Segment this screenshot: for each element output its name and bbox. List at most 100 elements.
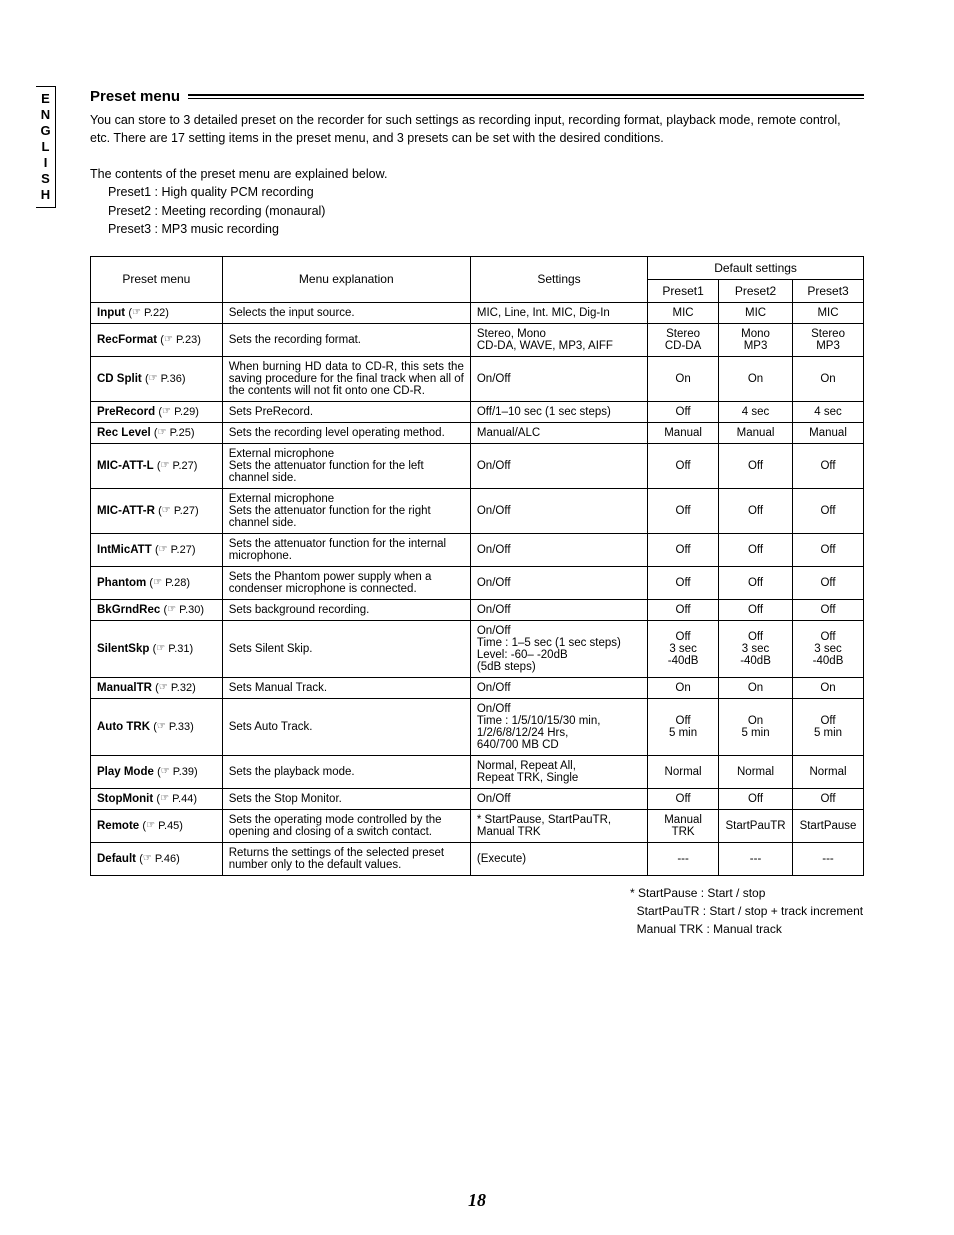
preset3-desc: Preset3 : MP3 music recording — [90, 220, 864, 238]
footnotes: * StartPause : Start / stop StartPauTR :… — [90, 884, 864, 938]
cell-settings: Off/1–10 sec (1 sec steps) — [470, 401, 647, 422]
th-preset1: Preset1 — [648, 279, 719, 302]
cell-preset3: Off — [793, 488, 864, 533]
cell-preset2: Off — [719, 443, 793, 488]
cell-preset1: Off — [648, 788, 719, 809]
cell-preset1: --- — [648, 842, 719, 875]
cell-menu: MIC-ATT-R (☞ P.27) — [91, 488, 223, 533]
cell-explanation: When burning HD data to CD-R, this sets … — [222, 356, 470, 401]
cell-preset3: Off — [793, 788, 864, 809]
preset1-desc: Preset1 : High quality PCM recording — [90, 183, 864, 201]
table-row: PreRecord (☞ P.29)Sets PreRecord.Off/1–1… — [91, 401, 864, 422]
cell-preset2: Manual — [719, 422, 793, 443]
cell-explanation: Sets the attenuator function for the int… — [222, 533, 470, 566]
cell-preset2: 4 sec — [719, 401, 793, 422]
th-preset3: Preset3 — [793, 279, 864, 302]
cell-preset1: Off — [648, 443, 719, 488]
cell-menu: Input (☞ P.22) — [91, 302, 223, 323]
cell-menu: Remote (☞ P.45) — [91, 809, 223, 842]
cell-preset2: Off — [719, 533, 793, 566]
cell-settings: On/OffTime : 1/5/10/15/30 min,1/2/6/8/12… — [470, 698, 647, 755]
cell-preset1: Off — [648, 401, 719, 422]
cell-settings: (Execute) — [470, 842, 647, 875]
cell-preset3: On — [793, 356, 864, 401]
cell-preset1: Off — [648, 566, 719, 599]
cell-preset3: Manual — [793, 422, 864, 443]
cell-preset3: Normal — [793, 755, 864, 788]
cell-settings: Stereo, MonoCD-DA, WAVE, MP3, AIFF — [470, 323, 647, 356]
footnote-line: StartPauTR : Start / stop + track increm… — [630, 902, 864, 920]
cell-preset2: On — [719, 356, 793, 401]
preset-table: Preset menu Menu explanation Settings De… — [90, 256, 864, 876]
cell-preset2: MonoMP3 — [719, 323, 793, 356]
cell-menu: Auto TRK (☞ P.33) — [91, 698, 223, 755]
cell-preset3: StereoMP3 — [793, 323, 864, 356]
cell-explanation: Selects the input source. — [222, 302, 470, 323]
cell-settings: On/Off — [470, 488, 647, 533]
cell-preset2: On5 min — [719, 698, 793, 755]
cell-settings: * StartPause, StartPauTR,Manual TRK — [470, 809, 647, 842]
cell-preset2: Off3 sec-40dB — [719, 620, 793, 677]
cell-preset2: Off — [719, 599, 793, 620]
cell-preset2: Off — [719, 788, 793, 809]
table-row: StopMonit (☞ P.44)Sets the Stop Monitor.… — [91, 788, 864, 809]
cell-preset3: Off — [793, 443, 864, 488]
table-row: MIC-ATT-L (☞ P.27)External microphoneSet… — [91, 443, 864, 488]
intro-paragraph: You can store to 3 detailed preset on th… — [90, 111, 864, 147]
cell-preset2: Normal — [719, 755, 793, 788]
cell-settings: Normal, Repeat All,Repeat TRK, Single — [470, 755, 647, 788]
cell-explanation: Sets Silent Skip. — [222, 620, 470, 677]
cell-settings: On/Off — [470, 788, 647, 809]
page-number: 18 — [0, 1190, 954, 1211]
table-row: SilentSkp (☞ P.31)Sets Silent Skip.On/Of… — [91, 620, 864, 677]
cell-explanation: Sets the Phantom power supply when a con… — [222, 566, 470, 599]
cell-preset2: On — [719, 677, 793, 698]
section-title: Preset menu — [90, 88, 180, 105]
cell-preset3: Off3 sec-40dB — [793, 620, 864, 677]
cell-explanation: Sets the playback mode. — [222, 755, 470, 788]
cell-menu: SilentSkp (☞ P.31) — [91, 620, 223, 677]
table-row: Remote (☞ P.45)Sets the operating mode c… — [91, 809, 864, 842]
cell-preset3: Off5 min — [793, 698, 864, 755]
cell-settings: On/Off — [470, 599, 647, 620]
contents-note-line: The contents of the preset menu are expl… — [90, 165, 864, 183]
cell-menu: PreRecord (☞ P.29) — [91, 401, 223, 422]
cell-settings: On/Off — [470, 533, 647, 566]
cell-menu: ManualTR (☞ P.32) — [91, 677, 223, 698]
cell-explanation: Sets background recording. — [222, 599, 470, 620]
cell-settings: On/Off — [470, 356, 647, 401]
cell-preset1: MIC — [648, 302, 719, 323]
cell-menu: Play Mode (☞ P.39) — [91, 755, 223, 788]
cell-explanation: Sets Auto Track. — [222, 698, 470, 755]
cell-preset2: Off — [719, 566, 793, 599]
table-row: RecFormat (☞ P.23)Sets the recording for… — [91, 323, 864, 356]
cell-preset1: Off — [648, 488, 719, 533]
cell-preset2: --- — [719, 842, 793, 875]
cell-explanation: Sets the operating mode controlled by th… — [222, 809, 470, 842]
cell-preset1: Off3 sec-40dB — [648, 620, 719, 677]
th-preset2: Preset2 — [719, 279, 793, 302]
cell-menu: Phantom (☞ P.28) — [91, 566, 223, 599]
cell-preset1: On — [648, 356, 719, 401]
cell-preset3: Off — [793, 566, 864, 599]
cell-explanation: External microphoneSets the attenuator f… — [222, 488, 470, 533]
th-explanation: Menu explanation — [222, 256, 470, 302]
cell-explanation: Sets Manual Track. — [222, 677, 470, 698]
cell-preset3: On — [793, 677, 864, 698]
table-row: Phantom (☞ P.28)Sets the Phantom power s… — [91, 566, 864, 599]
cell-preset1: Off5 min — [648, 698, 719, 755]
cell-explanation: Sets the recording format. — [222, 323, 470, 356]
cell-preset1: StereoCD-DA — [648, 323, 719, 356]
cell-menu: CD Split (☞ P.36) — [91, 356, 223, 401]
cell-settings: On/Off — [470, 677, 647, 698]
cell-preset2: StartPauTR — [719, 809, 793, 842]
footnote-line: * StartPause : Start / stop — [630, 884, 864, 902]
cell-menu: Rec Level (☞ P.25) — [91, 422, 223, 443]
cell-explanation: Returns the settings of the selected pre… — [222, 842, 470, 875]
table-row: IntMicATT (☞ P.27)Sets the attenuator fu… — [91, 533, 864, 566]
table-row: Input (☞ P.22)Selects the input source. M… — [91, 302, 864, 323]
section-heading: Preset menu — [90, 88, 864, 105]
cell-menu: BkGrndRec (☞ P.30) — [91, 599, 223, 620]
preset2-desc: Preset2 : Meeting recording (monaural) — [90, 202, 864, 220]
table-row: Rec Level (☞ P.25)Sets the recording lev… — [91, 422, 864, 443]
